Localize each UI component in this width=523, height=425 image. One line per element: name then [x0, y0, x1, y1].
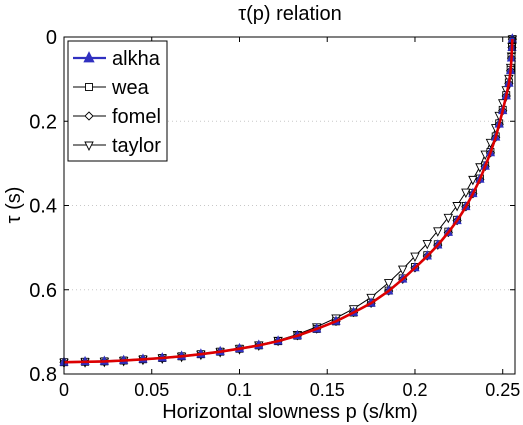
data-point — [443, 213, 454, 224]
chart-title: τ(p) relation — [238, 3, 342, 25]
data-point — [452, 202, 462, 212]
legend-marker — [85, 83, 93, 91]
legend-marker — [84, 111, 94, 121]
x-tick-label: 0.05 — [134, 380, 169, 400]
legend-marker — [84, 141, 94, 152]
legend-label: taylor — [112, 135, 161, 157]
x-tick-label: 0 — [59, 380, 69, 400]
x-tick-label: 0.15 — [310, 380, 345, 400]
data-point — [433, 227, 443, 237]
y-tick-label: 0.8 — [29, 364, 57, 386]
y-tick-label: 0.6 — [29, 280, 57, 302]
legend-label: alkha — [112, 48, 161, 70]
legend-label: wea — [111, 77, 150, 99]
x-axis-label: Horizontal slowness p (s/km) — [162, 401, 418, 423]
legend-marker — [83, 51, 95, 63]
x-tick-label: 0.25 — [485, 380, 520, 400]
axis-ticks: 0 0.05 0.1 0.15 0.2 0.25 0 0.2 0.4 0.6 0.8 — [29, 27, 520, 400]
data-point — [422, 239, 432, 250]
legend: alkha wea fomel taylor — [67, 40, 168, 162]
y-tick-label: 0.2 — [29, 111, 57, 133]
x-tick-label: 0.2 — [402, 380, 427, 400]
data-point — [461, 188, 471, 199]
data-point — [383, 279, 394, 289]
series-fit — [63, 39, 514, 364]
data-point — [397, 265, 408, 276]
series-layer — [59, 33, 518, 369]
data-point — [410, 252, 420, 263]
x-tick-label: 0.1 — [227, 380, 252, 400]
series-line — [63, 39, 514, 364]
legend-label: fomel — [112, 106, 161, 128]
y-axis-label: τ (s) — [3, 187, 25, 224]
y-tick-label: 0 — [46, 27, 57, 49]
data-point — [468, 175, 478, 186]
y-tick-label: 0.4 — [29, 196, 57, 218]
